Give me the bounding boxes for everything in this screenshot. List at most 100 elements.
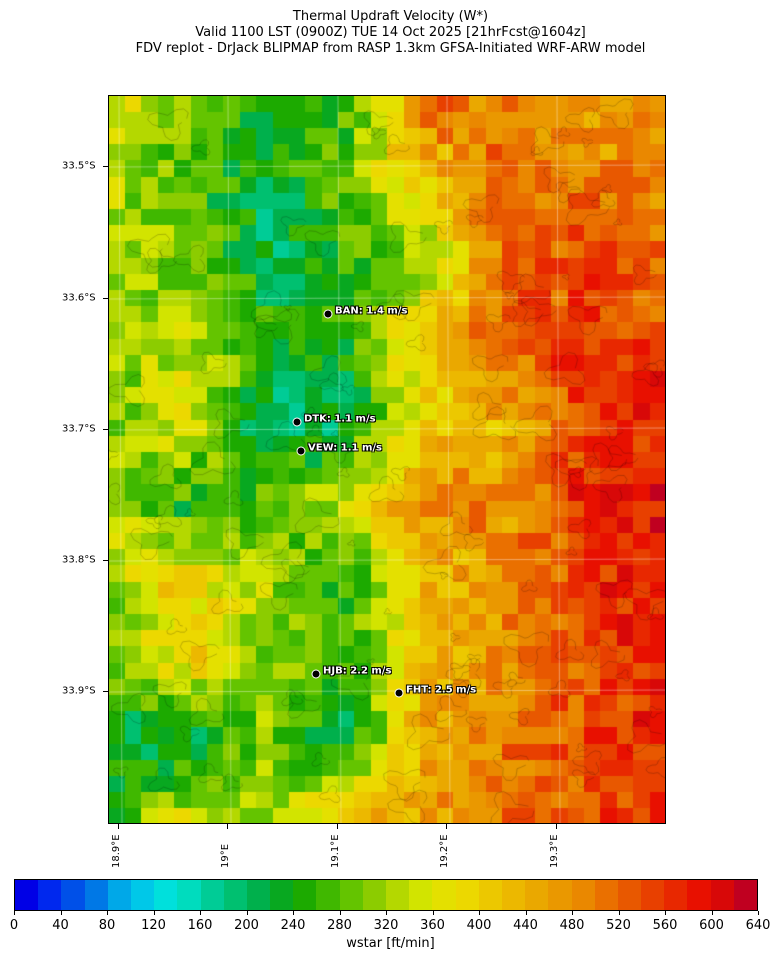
colorbar-tick	[293, 911, 294, 915]
colorbar-tick	[386, 911, 387, 915]
colorbar-bin	[362, 880, 386, 910]
colorbar-tick	[60, 911, 62, 915]
lat-lon-gridlines	[109, 96, 665, 823]
lat-label: 33.7°S	[62, 423, 96, 435]
colorbar-bin	[641, 880, 665, 910]
colorbar-tick-label: 640	[745, 918, 771, 933]
colorbar-tick	[479, 911, 480, 915]
colorbar-bin	[223, 880, 247, 910]
colorbar	[14, 879, 758, 911]
colorbar-bin	[594, 880, 618, 910]
colorbar-tick-label: 120	[141, 918, 166, 933]
station-marker	[323, 309, 333, 319]
lat-tick	[103, 691, 108, 692]
colorbar-bin	[548, 880, 572, 910]
colorbar-tick-label: 360	[420, 918, 445, 933]
title-line-2: Valid 1100 LST (0900Z) TUE 14 Oct 2025 […	[195, 25, 586, 40]
colorbar-bin	[316, 880, 340, 910]
station-label: DTK: 1.1 m/s	[304, 413, 376, 425]
lat-label: 33.8°S	[62, 554, 96, 566]
lat-tick	[103, 166, 108, 167]
colorbar-tick	[572, 911, 573, 915]
title-line-1: Thermal Updraft Velocity (W*)	[292, 9, 489, 24]
colorbar-bin	[84, 880, 108, 910]
colorbar-tick-label: 440	[513, 918, 538, 933]
lon-label: 19°E	[220, 843, 231, 868]
colorbar-tick	[246, 911, 248, 915]
colorbar-bin	[107, 880, 131, 910]
colorbar-tick-label: 400	[466, 918, 492, 933]
colorbar-bin	[154, 880, 178, 910]
lat-tick	[103, 560, 108, 561]
colorbar-tick-label: 560	[652, 918, 678, 933]
station-label: FHT: 2.5 m/s	[406, 684, 477, 696]
station-marker	[394, 688, 404, 698]
colorbar-bin	[200, 880, 224, 910]
colorbar-bin	[339, 880, 363, 910]
colorbar-tick-label: 40	[52, 918, 69, 933]
colorbar-bin	[571, 880, 595, 910]
lon-label: 19.1°E	[330, 834, 341, 868]
colorbar-bin	[455, 880, 479, 910]
colorbar-bin	[246, 880, 271, 910]
colorbar-bin	[177, 880, 201, 910]
colorbar-bin	[15, 880, 39, 910]
colorbar-bin	[710, 880, 734, 910]
station-label: BAN: 1.4 m/s	[335, 305, 408, 317]
lat-label: 33.5°S	[62, 160, 96, 172]
colorbar-bin	[293, 880, 317, 910]
lat-label: 33.9°S	[62, 685, 96, 697]
colorbar-bin	[687, 880, 711, 910]
colorbar-tick-label: 520	[606, 918, 631, 933]
lon-tick	[337, 824, 338, 829]
colorbar-tick-label: 240	[280, 918, 306, 933]
colorbar-tick	[711, 911, 713, 915]
colorbar-tick	[153, 911, 155, 915]
colorbar-tick	[665, 911, 666, 915]
colorbar-bin	[130, 880, 155, 910]
colorbar-tick-label: 320	[373, 918, 399, 933]
colorbar-tick-label: 200	[234, 918, 259, 933]
lon-tick	[446, 824, 447, 829]
colorbar-bin	[386, 880, 410, 910]
colorbar-bin	[270, 880, 294, 910]
colorbar-bin	[733, 880, 757, 910]
colorbar-bin	[501, 880, 526, 910]
lon-tick	[227, 824, 228, 829]
station-marker	[311, 669, 321, 679]
colorbar-tick	[432, 911, 434, 915]
lat-tick	[103, 429, 108, 430]
station-marker	[292, 417, 302, 427]
colorbar-tick-label: 80	[98, 918, 116, 933]
station-marker	[296, 446, 306, 456]
colorbar-tick	[618, 911, 620, 915]
colorbar-tick	[107, 911, 108, 915]
colorbar-tick-label: 0	[9, 918, 19, 933]
lon-tick	[118, 824, 119, 829]
colorbar-tick-label: 480	[559, 918, 585, 933]
colorbar-tick	[14, 911, 15, 915]
colorbar-bin	[38, 880, 62, 910]
colorbar-label: wstar [ft/min]	[346, 936, 435, 951]
colorbar-bin	[61, 880, 85, 910]
station-label: HJB: 2.2 m/s	[323, 665, 392, 677]
colorbar-tick-label: 600	[699, 918, 724, 933]
colorbar-tick-label: 160	[187, 918, 213, 933]
colorbar-tick-label: 280	[327, 918, 352, 933]
colorbar-bin	[664, 880, 688, 910]
colorbar-bin	[617, 880, 642, 910]
title-line-3: FDV replot - DrJack BLIPMAP from RASP 1.…	[135, 41, 646, 56]
colorbar-bin	[478, 880, 502, 910]
wstar-map	[108, 95, 666, 824]
colorbar-tick	[758, 911, 759, 915]
colorbar-bin	[409, 880, 433, 910]
lat-tick	[103, 298, 108, 299]
lon-tick	[556, 824, 557, 829]
colorbar-tick	[525, 911, 527, 915]
station-label: VEW: 1.1 m/s	[308, 442, 382, 454]
colorbar-tick	[200, 911, 201, 915]
lon-label: 18.9°E	[111, 834, 122, 868]
colorbar-bin	[525, 880, 549, 910]
lat-label: 33.6°S	[62, 292, 96, 304]
